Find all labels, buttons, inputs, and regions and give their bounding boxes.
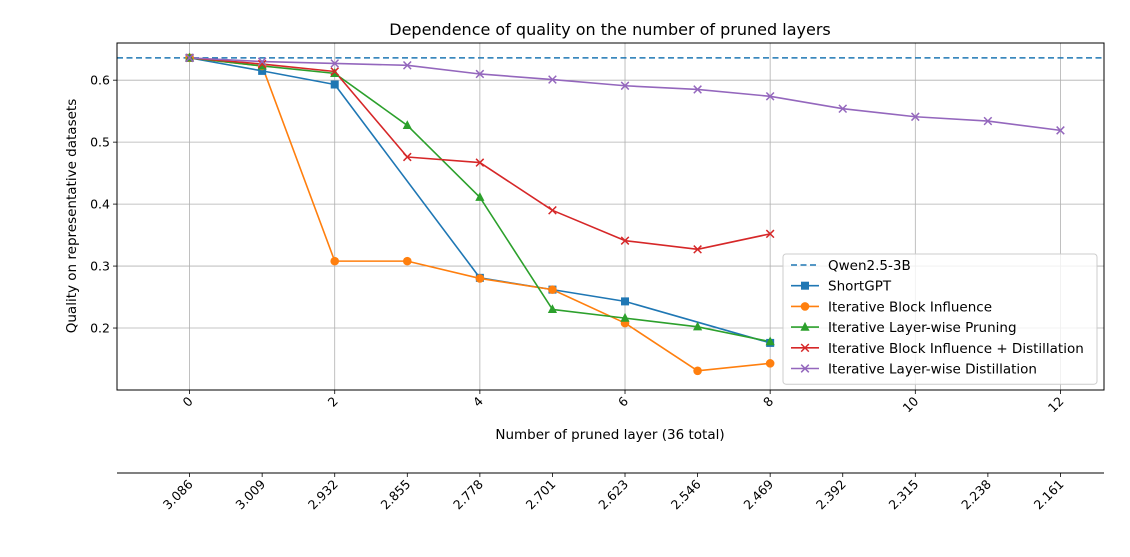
data-point-iterative-layer-wise-pruning (692, 321, 703, 331)
data-point-iterative-block-influence-distillation (620, 236, 630, 245)
secondary-tick-label: 2.469 (740, 476, 776, 512)
data-point-iterative-block-influence-distillation (257, 59, 267, 69)
data-point-iterative-layer-wise-pruning (620, 312, 630, 322)
data-point-iterative-layer-wise-distillation (548, 75, 557, 84)
legend-label-iterative-layer-wise-pruning: Iterative Layer-wise Pruning (828, 320, 1017, 336)
data-point-iterative-layer-wise-distillation (475, 69, 485, 79)
data-point-iterative-block-influence (330, 256, 340, 266)
data-point-iterative-block-influence (765, 359, 775, 368)
data-point-iterative-block-influence (548, 285, 557, 294)
chart-title: Dependence of quality on the number of p… (389, 20, 830, 39)
x-tick-label: 12 (1045, 394, 1067, 416)
legend-swatch-marker (800, 302, 810, 311)
y-tick-label: 0.6 (90, 73, 110, 88)
series-markers (184, 52, 1065, 376)
legend-label-shortgpt: ShortGPT (828, 279, 892, 295)
x-tick-label: 4 (470, 393, 486, 409)
data-point-iterative-block-influence-distillation (475, 158, 485, 167)
plot-frame (116, 42, 1105, 391)
secondary-tick-label: 2.238 (958, 476, 994, 512)
data-point-iterative-block-influence-distillation (402, 152, 412, 162)
y-axis-ticks: 0.2 0.3 0.4 0.5 0.6 (90, 73, 117, 336)
secondary-tick-label: 2.932 (305, 477, 341, 513)
secondary-tick-label: 3.009 (232, 476, 268, 512)
data-point-iterative-block-influence (402, 256, 412, 266)
legend-swatch-marker (800, 364, 810, 373)
data-point-iterative-layer-wise-pruning (402, 120, 412, 130)
legend-label-iterative-layer-wise-distillation: Iterative Layer-wise Distillation (828, 362, 1037, 378)
data-point-iterative-layer-wise-distillation (257, 57, 267, 66)
x-axis-ticks: 0 2 4 6 8 10 12 (179, 390, 1067, 416)
secondary-tick-label: 2.161 (1031, 477, 1067, 513)
y-tick-label: 0.2 (90, 321, 110, 336)
legend-swatch-marker (800, 343, 810, 353)
data-point-iterative-layer-wise-pruning (765, 336, 775, 346)
data-point-iterative-layer-wise-distillation (838, 104, 848, 114)
data-point-iterative-layer-wise-distillation (910, 112, 920, 122)
x-tick-label: 10 (900, 393, 922, 415)
legend-box (782, 253, 1098, 385)
y-axis-label: Quality on representative datasets (64, 99, 80, 334)
secondary-tick-label: 3.086 (160, 476, 196, 512)
data-point-iterative-layer-wise-distillation (693, 85, 702, 94)
data-point-shortgpt (330, 80, 339, 89)
data-point-shortgpt (258, 66, 267, 75)
secondary-tick-label: 2.855 (377, 477, 413, 513)
secondary-tick-label: 2.315 (886, 477, 922, 513)
y-tick-label: 0.5 (90, 135, 110, 150)
data-point-iterative-layer-wise-distillation (402, 60, 412, 70)
data-point-shortgpt (621, 297, 630, 306)
secondary-x-axis: 3.086 3.009 2.932 2.855 2.778 2.701 2.623 2.546… (117, 472, 1104, 513)
x-tick-label: 8 (760, 393, 776, 409)
secondary-tick-label: 2.546 (668, 476, 704, 512)
legend-swatch-marker (801, 281, 809, 290)
data-point-iterative-layer-wise-distillation (983, 116, 993, 126)
legend-label-iterative-block-influence: Iterative Block Influence (828, 299, 992, 315)
data-point-iterative-layer-wise-distillation (765, 91, 775, 101)
x-tick-label: 0 (179, 393, 195, 409)
legend: Qwen2.5-3B ShortGPT Iterative Block Influe… (782, 253, 1098, 385)
data-point-iterative-layer-wise-distillation (330, 59, 340, 68)
x-axis-label: Number of pruned layer (36 total) (495, 427, 724, 443)
data-point-iterative-layer-wise-distillation (620, 81, 630, 91)
data-point-iterative-layer-wise-pruning (547, 304, 558, 314)
legend-label-qwen2-5-3b: Qwen2.5-3B (828, 258, 911, 274)
secondary-tick-label: 2.778 (450, 476, 486, 512)
data-point-iterative-layer-wise-distillation (1056, 126, 1065, 135)
legend-label-iterative-block-influence-distillation: Iterative Block Influence + Distillation (828, 341, 1084, 357)
data-point-iterative-block-influence-distillation (693, 245, 702, 254)
data-point-iterative-block-influence-distillation (765, 229, 775, 239)
data-point-iterative-block-influence (475, 274, 485, 283)
x-tick-label: 2 (325, 394, 341, 410)
secondary-tick-label: 2.623 (595, 477, 631, 513)
data-point-iterative-layer-wise-distillation (185, 53, 194, 63)
x-tick-label: 6 (615, 393, 631, 409)
secondary-tick-label: 2.392 (813, 477, 849, 513)
y-tick-label: 0.4 (90, 197, 110, 212)
data-point-iterative-block-influence (693, 366, 702, 376)
data-point-iterative-block-influence-distillation (548, 205, 557, 215)
legend-swatch-marker (800, 321, 810, 331)
data-point-iterative-layer-wise-pruning (475, 192, 485, 201)
y-tick-label: 0.3 (90, 259, 110, 274)
data-point-iterative-block-influence-distillation (330, 67, 340, 76)
secondary-tick-label: 2.701 (523, 477, 559, 513)
